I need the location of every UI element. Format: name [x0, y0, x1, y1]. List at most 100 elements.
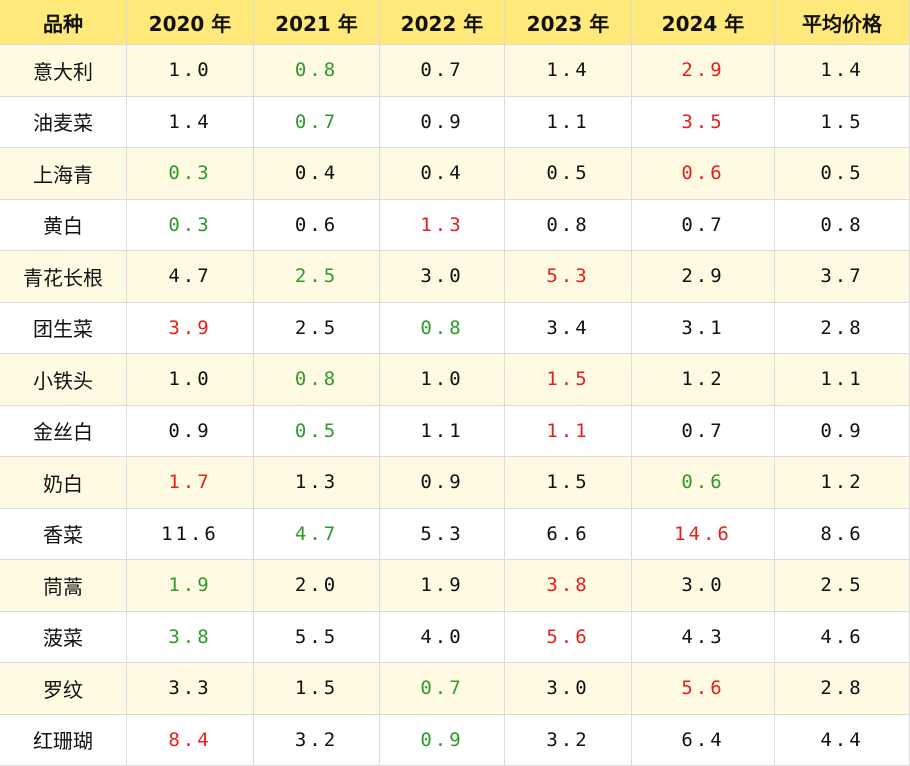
row-name: 金丝白 [0, 405, 127, 457]
value-cell: 6.6 [505, 508, 632, 560]
header-cell: 2021 年 [254, 0, 380, 45]
value-cell: 3.0 [505, 663, 632, 715]
value-cell: 2.0 [254, 560, 380, 612]
value-cell: 8.4 [127, 714, 254, 766]
header-cell: 平均价格 [775, 0, 910, 45]
header-cell: 品种 [0, 0, 127, 45]
value-cell: 4.0 [380, 611, 505, 663]
value-cell: 0.3 [127, 199, 254, 251]
value-cell: 1.0 [380, 354, 505, 406]
value-cell: 0.3 [127, 148, 254, 200]
row-name: 红珊瑚 [0, 714, 127, 766]
value-cell: 1.9 [380, 560, 505, 612]
value-cell: 0.5 [254, 405, 380, 457]
header-cell: 2023 年 [505, 0, 632, 45]
value-cell: 4.7 [254, 508, 380, 560]
value-cell: 1.7 [127, 457, 254, 509]
row-name: 罗纹 [0, 663, 127, 715]
value-cell: 1.4 [775, 45, 910, 97]
row-name: 茼蒿 [0, 560, 127, 612]
value-cell: 0.8 [775, 199, 910, 251]
value-cell: 0.6 [254, 199, 380, 251]
value-cell: 2.5 [775, 560, 910, 612]
value-cell: 1.5 [505, 457, 632, 509]
value-cell: 0.9 [380, 96, 505, 148]
value-cell: 4.7 [127, 251, 254, 303]
row-name: 奶白 [0, 457, 127, 509]
value-cell: 1.4 [505, 45, 632, 97]
value-cell: 3.2 [505, 714, 632, 766]
value-cell: 0.9 [380, 714, 505, 766]
value-cell: 2.8 [775, 302, 910, 354]
value-cell: 0.7 [632, 405, 775, 457]
value-cell: 0.8 [505, 199, 632, 251]
row-name: 菠菜 [0, 611, 127, 663]
value-cell: 0.4 [380, 148, 505, 200]
value-cell: 0.6 [632, 457, 775, 509]
value-cell: 1.3 [254, 457, 380, 509]
value-cell: 0.9 [380, 457, 505, 509]
value-cell: 14.6 [632, 508, 775, 560]
value-cell: 11.6 [127, 508, 254, 560]
row-name: 上海青 [0, 148, 127, 200]
value-cell: 2.5 [254, 302, 380, 354]
value-cell: 2.9 [632, 251, 775, 303]
value-cell: 0.7 [380, 663, 505, 715]
value-cell: 1.1 [505, 405, 632, 457]
value-cell: 6.4 [632, 714, 775, 766]
value-cell: 2.9 [632, 45, 775, 97]
value-cell: 2.5 [254, 251, 380, 303]
value-cell: 3.7 [775, 251, 910, 303]
value-cell: 3.3 [127, 663, 254, 715]
value-cell: 0.5 [775, 148, 910, 200]
value-cell: 1.1 [380, 405, 505, 457]
value-cell: 3.2 [254, 714, 380, 766]
value-cell: 5.3 [505, 251, 632, 303]
value-cell: 5.6 [632, 663, 775, 715]
header-cell: 2022 年 [380, 0, 505, 45]
row-name: 青花长根 [0, 251, 127, 303]
value-cell: 3.5 [632, 96, 775, 148]
value-cell: 1.5 [775, 96, 910, 148]
value-cell: 3.8 [127, 611, 254, 663]
header-cell: 2020 年 [127, 0, 254, 45]
value-cell: 4.6 [775, 611, 910, 663]
row-name: 意大利 [0, 45, 127, 97]
value-cell: 0.8 [380, 302, 505, 354]
value-cell: 8.6 [775, 508, 910, 560]
value-cell: 1.2 [775, 457, 910, 509]
value-cell: 1.1 [505, 96, 632, 148]
value-cell: 0.7 [254, 96, 380, 148]
value-cell: 3.0 [632, 560, 775, 612]
value-cell: 1.3 [380, 199, 505, 251]
row-name: 团生菜 [0, 302, 127, 354]
value-cell: 1.0 [127, 354, 254, 406]
value-cell: 1.5 [505, 354, 632, 406]
row-name: 油麦菜 [0, 96, 127, 148]
value-cell: 5.5 [254, 611, 380, 663]
value-cell: 3.1 [632, 302, 775, 354]
value-cell: 0.8 [254, 45, 380, 97]
value-cell: 2.8 [775, 663, 910, 715]
value-cell: 5.3 [380, 508, 505, 560]
value-cell: 3.4 [505, 302, 632, 354]
value-cell: 5.6 [505, 611, 632, 663]
row-name: 香菜 [0, 508, 127, 560]
value-cell: 3.8 [505, 560, 632, 612]
value-cell: 0.8 [254, 354, 380, 406]
value-cell: 4.4 [775, 714, 910, 766]
value-cell: 0.9 [127, 405, 254, 457]
value-cell: 1.2 [632, 354, 775, 406]
value-cell: 0.7 [380, 45, 505, 97]
row-name: 黄白 [0, 199, 127, 251]
header-cell: 2024 年 [632, 0, 775, 45]
row-name: 小铁头 [0, 354, 127, 406]
value-cell: 3.0 [380, 251, 505, 303]
value-cell: 1.5 [254, 663, 380, 715]
value-cell: 0.7 [632, 199, 775, 251]
value-cell: 3.9 [127, 302, 254, 354]
value-cell: 1.0 [127, 45, 254, 97]
value-cell: 0.4 [254, 148, 380, 200]
value-cell: 4.3 [632, 611, 775, 663]
